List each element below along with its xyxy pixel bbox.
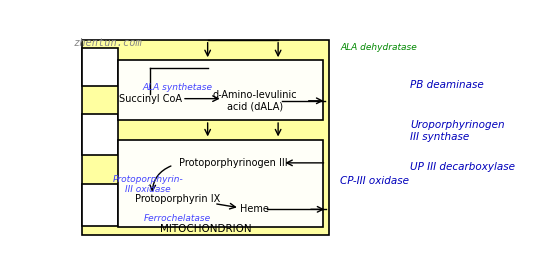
Text: d-Amino-levulinic
acid (dALA): d-Amino-levulinic acid (dALA) (212, 90, 297, 111)
Text: Protoporphyrinogen III: Protoporphyrinogen III (179, 158, 288, 168)
Text: MITOCHONDRION: MITOCHONDRION (160, 224, 251, 234)
Bar (82, 40, 329, 235)
Text: CP-III oxidase: CP-III oxidase (340, 176, 409, 186)
Text: Ferrochelatase: Ferrochelatase (144, 214, 212, 223)
Text: Protoporphyrin-
III oxidase: Protoporphyrin- III oxidase (112, 175, 183, 194)
Bar (82, 48, 118, 86)
Text: zhentun.com: zhentun.com (73, 38, 142, 48)
Bar (118, 60, 323, 120)
Text: ALA dehydratase: ALA dehydratase (340, 43, 417, 52)
Text: ALA synthetase: ALA synthetase (143, 83, 213, 93)
Bar (82, 114, 118, 155)
Text: Protoporphyrin IX: Protoporphyrin IX (135, 194, 220, 204)
Bar (82, 184, 118, 226)
Bar (118, 140, 323, 227)
Text: Heme: Heme (240, 204, 269, 214)
Text: Uroporphyrinogen
III synthase: Uroporphyrinogen III synthase (410, 120, 505, 142)
Text: Succinyl CoA: Succinyl CoA (118, 94, 181, 104)
Text: PB deaminase: PB deaminase (410, 80, 484, 90)
Text: UP III decarboxylase: UP III decarboxylase (410, 162, 516, 172)
